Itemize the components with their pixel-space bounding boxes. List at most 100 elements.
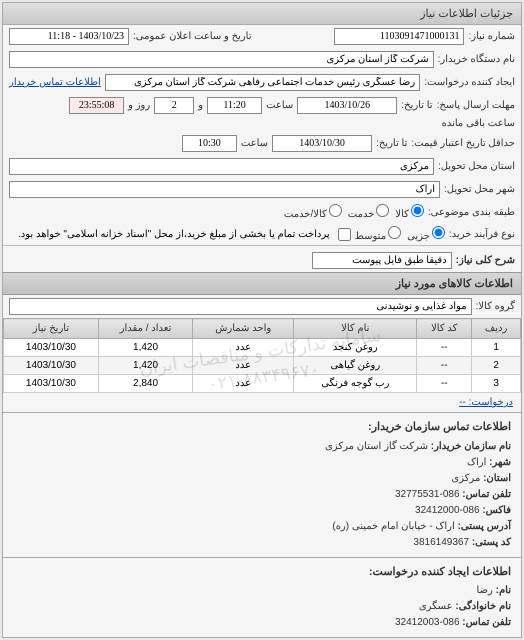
until-label: تا تاریخ: (401, 100, 432, 111)
buyer-fax-val: 086-32412000 (415, 505, 480, 516)
table-cell: 3 (472, 375, 521, 393)
table-cell: -- (417, 375, 472, 393)
table-cell: 1403/10/30 (4, 339, 99, 357)
buyer-zip-lbl: کد پستی: (472, 537, 511, 548)
row-city: شهر محل تحویل: (3, 178, 521, 201)
buyer-info-block: اطلاعات تماس سازمان خریدار: نام سازمان خ… (3, 412, 521, 557)
validity-date-input[interactable] (272, 135, 372, 152)
row-description: شرح کلی نیاز: (3, 245, 521, 272)
req-phone-lbl: تلفن تماس: (462, 617, 511, 628)
need-number-label: شماره نیاز: (468, 31, 515, 42)
proc-partial-option[interactable]: جزیی (407, 226, 445, 242)
table-cell: عدد (193, 357, 294, 375)
group-input[interactable] (9, 298, 472, 315)
cat-both-option[interactable]: کالا/خدمت (284, 204, 342, 220)
buyer-contact-link[interactable]: اطلاعات تماس خریدار (9, 77, 101, 88)
process-label: نوع فرآیند خرید: (449, 229, 515, 240)
requester-input[interactable] (105, 74, 420, 91)
requester-info-block: اطلاعات ایجاد کننده درخواست: نام: رضا نا… (3, 557, 521, 638)
city-label: شهر محل تحویل: (444, 184, 515, 195)
row-province: استان محل تحویل: (3, 155, 521, 178)
buyer-city-val: اراک (467, 457, 486, 468)
row-need-number: شماره نیاز: تاریخ و ساعت اعلان عمومی: (3, 25, 521, 48)
table-cell: روغن گیاهی (294, 357, 417, 375)
req-lname-val: عسگری (419, 601, 453, 612)
items-table: ردیفکد کالانام کالاواحد شمارشتعداد / مقد… (3, 318, 521, 393)
req-lname-lbl: نام خانوادگی: (455, 601, 511, 612)
need-number-input[interactable] (334, 28, 464, 45)
buyer-province-lbl: استان: (483, 473, 511, 484)
panel-title: جزئیات اطلاعات نیاز (3, 3, 521, 25)
req-fname-lbl: نام: (496, 585, 511, 596)
buyer-org-val: شرکت گاز استان مرکزی (325, 441, 428, 452)
day-label: روز و (128, 100, 150, 111)
table-cell: -- (417, 357, 472, 375)
req-phone-val: 086-32412003 (395, 617, 460, 628)
table-cell: عدد (193, 375, 294, 393)
proc-partial-radio[interactable] (432, 226, 445, 239)
treasury-checkbox[interactable] (338, 228, 351, 241)
deadline-label: مهلت ارسال پاسخ: (437, 100, 515, 111)
desc-input[interactable] (312, 252, 452, 269)
table-row[interactable]: 3--رب گوجه فرنگیعدد2,8401403/10/30 (4, 375, 521, 393)
buyer-addr-lbl: آدرس پستی: (458, 521, 511, 532)
row-process: نوع فرآیند خرید: جزیی متوسط پرداخت تمام … (3, 223, 521, 245)
and-label: و (198, 100, 203, 111)
table-cell: 1403/10/30 (4, 375, 99, 393)
row-deadline: مهلت ارسال پاسخ: تا تاریخ: ساعت و روز و … (3, 94, 521, 132)
table-cell: رب گوجه فرنگی (294, 375, 417, 393)
city-input[interactable] (9, 181, 440, 198)
buyer-org-input[interactable] (9, 51, 434, 68)
days-input[interactable] (154, 97, 194, 114)
table-row[interactable]: 2--روغن گیاهیعدد1,4201403/10/30 (4, 357, 521, 375)
province-label: استان محل تحویل: (438, 161, 515, 172)
row-category: طبقه بندی موضوعی: کالا خدمت کالا/خدمت (3, 201, 521, 223)
row-request-link: درخواست: -- (3, 393, 521, 412)
buyer-city-lbl: شهر: (489, 457, 511, 468)
province-input[interactable] (9, 158, 434, 175)
announce-input[interactable] (9, 28, 129, 45)
req-fname-val: رضا (476, 585, 492, 596)
proc-medium-radio[interactable] (388, 226, 401, 239)
table-cell: 1,420 (98, 357, 192, 375)
validity-label: حداقل تاریخ اعتبار قیمت: (411, 138, 515, 149)
deadline-time-input[interactable] (207, 97, 262, 114)
table-header: کد کالا (417, 319, 472, 339)
row-group: گروه کالا: (3, 295, 521, 318)
table-header: واحد شمارش (193, 319, 294, 339)
announce-label: تاریخ و ساعت اعلان عمومی: (133, 31, 252, 42)
table-cell: 1 (472, 339, 521, 357)
row-buyer-org: نام دستگاه خریدار: (3, 48, 521, 71)
buyer-org-lbl: نام سازمان خریدار: (431, 441, 511, 452)
deadline-date-input[interactable] (297, 97, 397, 114)
buyer-zip-val: 3816149367 (413, 537, 469, 548)
requester-info-header: اطلاعات ایجاد کننده درخواست: (13, 564, 511, 582)
cat-service-option[interactable]: خدمت (348, 204, 390, 220)
items-section-title: اطلاعات کالاهای مورد نیاز (3, 272, 521, 295)
buyer-org-label: نام دستگاه خریدار: (438, 54, 515, 65)
need-details-panel: جزئیات اطلاعات نیاز شماره نیاز: تاریخ و … (2, 2, 522, 638)
table-container: ردیفکد کالانام کالاواحد شمارشتعداد / مقد… (3, 318, 521, 412)
table-cell: 1,420 (98, 339, 192, 357)
cat-service-radio[interactable] (376, 204, 389, 217)
buyer-phone-val: 086-32775531 (395, 489, 460, 500)
buyer-province-val: مرکزی (451, 473, 480, 484)
time-label-2: ساعت (241, 138, 268, 149)
table-header: نام کالا (294, 319, 417, 339)
request-link[interactable]: درخواست: -- (459, 397, 513, 408)
buyer-info-header: اطلاعات تماس سازمان خریدار: (13, 419, 511, 437)
row-validity: حداقل تاریخ اعتبار قیمت: تا تاریخ: ساعت (3, 132, 521, 155)
row-requester: ایجاد کننده درخواست: اطلاعات تماس خریدار (3, 71, 521, 94)
table-row[interactable]: 1--روغن کنجدعدد1,4201403/10/30 (4, 339, 521, 357)
proc-medium-option[interactable]: متوسط (355, 226, 401, 242)
validity-time-input[interactable] (182, 135, 237, 152)
cat-goods-radio[interactable] (411, 204, 424, 217)
table-cell: 1403/10/30 (4, 357, 99, 375)
cat-goods-option[interactable]: کالا (395, 204, 424, 220)
category-label: طبقه بندی موضوعی: (428, 207, 515, 218)
buyer-phone-lbl: تلفن تماس: (462, 489, 511, 500)
proc-partial-label: جزیی (407, 231, 430, 242)
table-cell: عدد (193, 339, 294, 357)
table-header: ردیف (472, 319, 521, 339)
cat-both-radio[interactable] (329, 204, 342, 217)
